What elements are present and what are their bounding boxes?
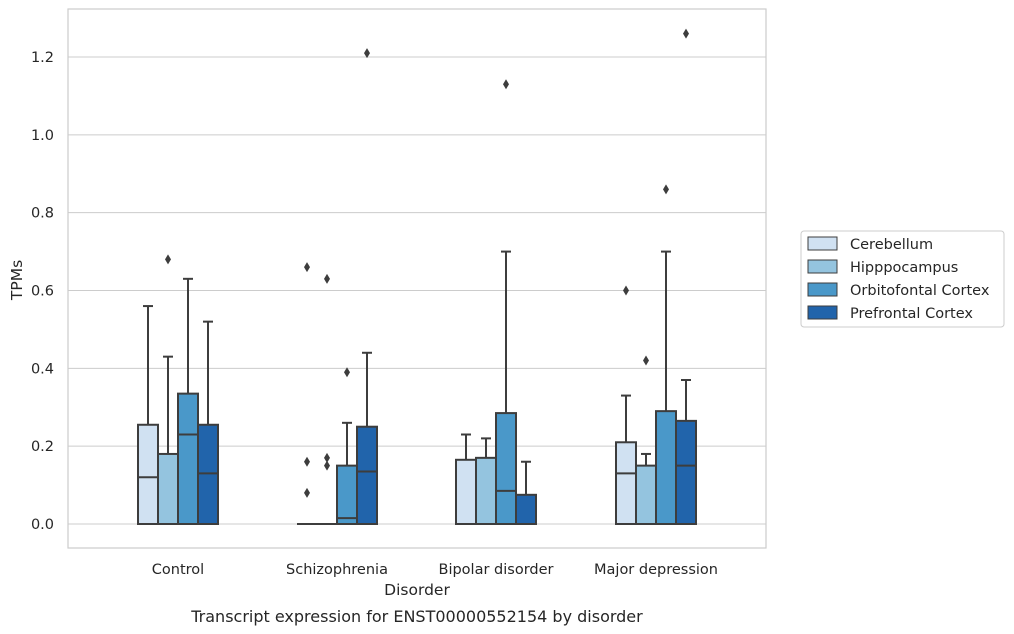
box-orbitofontal-cortex-bipolar-disorder [495,79,517,525]
x-tick-label: Bipolar disorder [439,562,554,578]
box-hipppocampus-schizophrenia [317,273,337,525]
legend-label: Cerebellum [850,237,933,253]
y-axis-title: TPMs [8,260,26,301]
outlier-point [364,48,370,59]
box-cerebellum-control [137,305,159,526]
y-tick-label: 1.2 [31,50,54,66]
outlier-point [165,254,171,265]
x-tick-label: Control [152,562,204,578]
y-tick-label: 0.8 [31,206,54,222]
box-prefrontal-cortex-schizophrenia [356,48,378,526]
legend: Cerebellum Hipppocampus Orbitofontal Corte… [800,230,1005,328]
y-tick-label: 1.0 [31,128,54,144]
box [655,410,677,525]
x-axis-title: Disorder [384,581,450,599]
legend-swatch [807,259,838,274]
box [137,423,159,526]
box [336,464,358,525]
outlier-point [503,79,509,90]
outlier-point [324,452,330,463]
legend-items: Cerebellum Hipppocampus Orbitofontal Corte… [807,236,990,322]
box-orbitofontal-cortex-schizophrenia [336,367,358,525]
box [675,419,697,525]
outlier-point [623,285,629,296]
box-prefrontal-cortex-bipolar-disorder [515,460,537,525]
box-orbitofontal-cortex-control [177,277,199,526]
plot-frame [67,8,767,549]
legend-label: Orbitofontal Cortex [850,283,990,299]
box-hipppocampus-control [157,254,179,526]
box [455,458,477,526]
box [495,412,517,525]
box [475,456,497,526]
legend-swatch [807,236,838,251]
outlier-point [324,273,330,284]
box-cerebellum-major-depression [615,285,637,525]
box [356,425,378,526]
y-tick-label: 0.4 [31,361,54,377]
box-hipppocampus-bipolar-disorder [475,437,497,526]
outlier-point [683,28,689,39]
box-cerebellum-bipolar-disorder [455,433,477,526]
y-tick-label: 0.0 [31,517,54,533]
y-tick-label: 0.6 [31,284,54,300]
box-cerebellum-schizophrenia [297,262,317,525]
box [157,452,179,526]
box [177,392,199,526]
legend-swatch [807,305,838,320]
box [515,493,537,525]
y-axis-ticks: 0.0 0.2 0.4 0.6 0.8 1.0 1.2 [31,50,54,533]
x-axis-ticks: Control Schizophrenia Bipolar disorder Majo… [152,562,718,578]
box-hipppocampus-major-depression [635,355,657,525]
outlier-point [663,184,669,195]
y-tick-label: 0.2 [31,439,54,455]
outlier-point [304,262,310,273]
outlier-point [344,367,350,378]
outlier-point [304,487,310,498]
x-tick-label: Major depression [594,562,718,578]
chart-caption: Transcript expression for ENST0000055215… [190,607,643,626]
box [615,441,637,525]
outlier-point [643,355,649,366]
box-prefrontal-cortex-major-depression [675,28,697,525]
box-prefrontal-cortex-control [197,320,219,526]
legend-swatch [807,282,838,297]
box [635,464,657,525]
legend-frame [800,230,1005,328]
outlier-point [324,460,330,471]
legend-label: Prefrontal Cortex [850,306,973,322]
box-orbitofontal-cortex-major-depression [655,184,677,525]
outlier-point [304,456,310,467]
plot-area-border [67,8,767,549]
legend-label: Hipppocampus [850,260,958,276]
box-groups [137,28,697,526]
x-tick-label: Schizophrenia [286,562,388,578]
